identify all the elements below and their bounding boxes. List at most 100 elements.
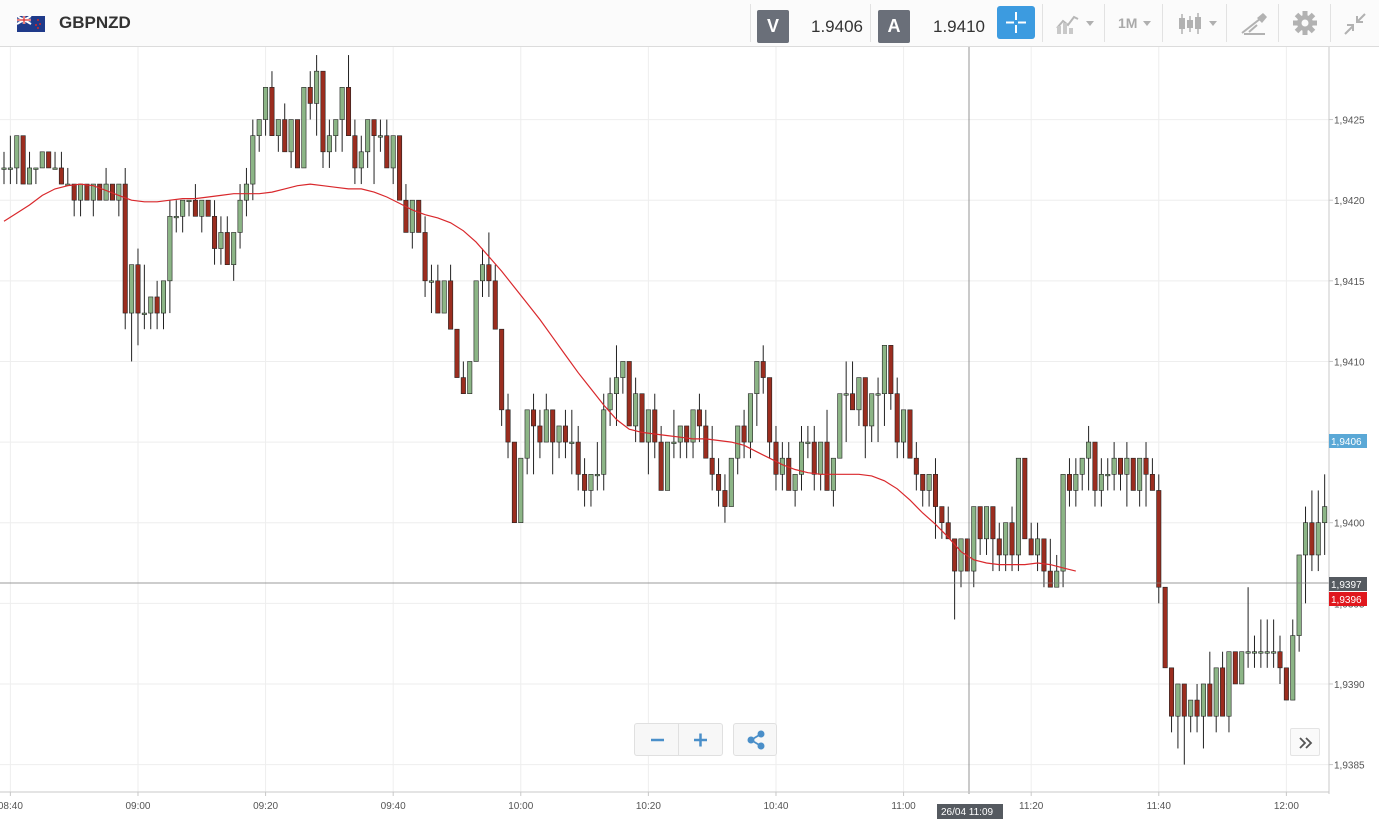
candle-body: [645, 409, 651, 443]
chart-type-button[interactable]: [1042, 4, 1105, 42]
candle-body: [939, 506, 945, 524]
candle-body: [333, 119, 339, 136]
candle-body: [231, 232, 237, 265]
candle-body: [428, 280, 434, 283]
candle-body: [148, 296, 154, 314]
candle-body: [524, 409, 530, 459]
candle-body: [1251, 651, 1257, 654]
x-tick-label: 09:20: [253, 801, 278, 812]
candle-body: [843, 393, 849, 396]
candle-body: [186, 199, 192, 202]
candle-body: [569, 441, 575, 444]
candle-body: [1322, 506, 1328, 524]
candle-body: [454, 328, 460, 378]
candle-body: [913, 457, 919, 475]
collapse-button[interactable]: [1330, 4, 1379, 42]
zoom-in-button[interactable]: [678, 723, 723, 756]
candle-body: [531, 409, 537, 427]
bid-price-tag: 1,9406: [1329, 434, 1367, 448]
bid-price-box[interactable]: V 1.9406: [750, 4, 870, 43]
candle-body: [460, 377, 466, 394]
x-tick-label: 11:40: [1147, 801, 1172, 812]
candle-body: [792, 474, 798, 491]
candle-body: [1015, 457, 1021, 556]
candle-body: [492, 280, 498, 330]
candle-body: [27, 167, 33, 185]
candles-layer: [1, 55, 1328, 765]
candle-body: [237, 199, 243, 233]
candle-body: [1022, 457, 1028, 540]
candle-body: [1149, 474, 1155, 491]
candle-body: [869, 393, 875, 427]
ask-price-box[interactable]: A 1.9410: [870, 4, 992, 43]
candle-body: [78, 183, 84, 201]
candle-body: [1207, 683, 1213, 717]
candle-body: [307, 87, 313, 104]
candle-body: [1143, 457, 1149, 475]
chart-toolbar: GBPNZD V 1.9406 A 1.9410 1M: [0, 0, 1379, 47]
timeframe-dropdown[interactable]: 1M: [1104, 4, 1163, 42]
x-tick-label: 09:00: [125, 801, 150, 812]
last-price-tag: 1,9396: [1329, 592, 1367, 606]
candle-body: [881, 345, 887, 394]
candle-body: [20, 135, 26, 185]
candle-body: [282, 119, 288, 153]
candle-body: [1060, 474, 1066, 572]
candle-body: [243, 183, 249, 201]
candle-body: [907, 409, 913, 459]
candle-body: [448, 280, 454, 330]
candle-body: [1162, 586, 1168, 669]
candle-body: [1220, 667, 1226, 717]
candle-body: [314, 70, 320, 104]
candle-body: [339, 87, 345, 120]
candle-body: [786, 457, 792, 491]
zoom-out-button[interactable]: [634, 723, 679, 756]
candle-body: [620, 361, 626, 378]
candle-body: [1169, 667, 1175, 717]
candle-body: [192, 199, 198, 217]
share-button[interactable]: [733, 723, 777, 756]
candle-style-button[interactable]: [1162, 4, 1227, 42]
candle-body: [709, 457, 715, 475]
candle-body: [435, 280, 441, 314]
candle-body: [582, 474, 588, 491]
candle-body: [971, 506, 977, 572]
candle-body: [39, 151, 45, 169]
candle-body: [1309, 522, 1315, 556]
scroll-to-latest-button[interactable]: [1290, 728, 1320, 756]
candle-body: [14, 135, 20, 169]
candle-body: [613, 377, 619, 394]
crosshair-icon: [1006, 12, 1026, 33]
candle-body: [1009, 522, 1015, 556]
candle-body: [665, 441, 671, 491]
candle-body: [639, 393, 645, 443]
candle-body: [256, 119, 262, 136]
candle-body: [116, 183, 122, 201]
settings-button[interactable]: [1278, 4, 1331, 42]
candle-body: [377, 135, 383, 138]
candle-body: [626, 361, 632, 427]
candle-body: [767, 377, 773, 443]
candle-body: [403, 199, 409, 233]
candle-body: [161, 280, 167, 314]
price-chart[interactable]: 1,94301,94251,94201,94151,94101,94051,94…: [0, 47, 1379, 821]
candle-body: [1277, 651, 1283, 669]
candle-body: [798, 441, 804, 475]
candle-body: [811, 441, 817, 475]
candle-body: [294, 119, 300, 169]
candle-body: [371, 119, 377, 136]
draw-tools-button[interactable]: [1226, 4, 1279, 42]
candle-body: [84, 183, 90, 201]
crosshair-button[interactable]: [997, 6, 1035, 39]
candle-body: [1188, 699, 1194, 717]
candle-body: [1079, 457, 1085, 475]
candle-body: [1156, 490, 1162, 588]
x-tick-label: 11:20: [1019, 801, 1044, 812]
candle-body: [135, 264, 141, 314]
candle-body: [1130, 457, 1136, 491]
candle-body: [7, 167, 13, 170]
candle-body: [671, 441, 677, 444]
candle-body: [1239, 651, 1245, 685]
candle-body: [1028, 538, 1034, 556]
candle-body: [1066, 474, 1072, 491]
